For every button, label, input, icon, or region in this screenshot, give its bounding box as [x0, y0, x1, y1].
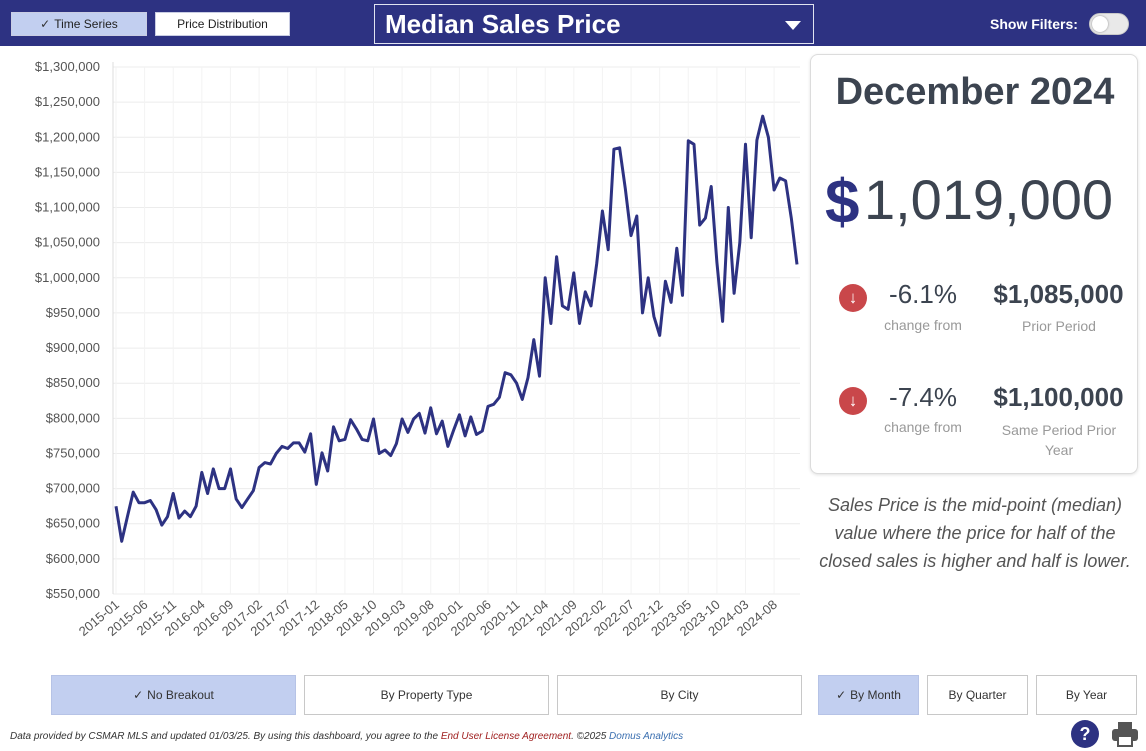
metric-dropdown-value: Median Sales Price	[385, 8, 621, 39]
prior-period-change-caption: change from	[884, 317, 962, 333]
arrow-down-icon: ↓	[839, 284, 867, 312]
by-city-label: By City	[660, 688, 699, 702]
y-tick-label: $1,100,000	[35, 200, 100, 215]
summary-value: $ 1,019,000	[825, 167, 1139, 238]
y-tick-label: $950,000	[46, 305, 100, 320]
y-tick-label: $800,000	[46, 410, 100, 425]
by-month-button[interactable]: ✓ By Month	[818, 675, 919, 715]
by-property-type-label: By Property Type	[380, 688, 473, 702]
check-icon: ✓	[836, 688, 847, 702]
print-icon[interactable]	[1110, 720, 1140, 748]
prior-year-caption: Same Period Prior Year	[1001, 422, 1117, 458]
by-year-button[interactable]: By Year	[1036, 675, 1137, 715]
metric-dropdown[interactable]: Median Sales Price	[374, 4, 814, 44]
summary-value-number: 1,019,000	[863, 168, 1114, 231]
help-icon[interactable]: ?	[1071, 720, 1099, 748]
y-tick-label: $900,000	[46, 340, 100, 355]
prior-year-row: ↓ -7.4% change from $1,100,000 Same Peri…	[811, 382, 1139, 462]
by-city-button[interactable]: By City	[557, 675, 802, 715]
y-tick-label: $1,000,000	[35, 270, 100, 285]
toggle-knob	[1092, 16, 1108, 32]
y-tick-label: $1,200,000	[35, 129, 100, 144]
y-tick-label: $1,250,000	[35, 94, 100, 109]
check-icon: ✓	[40, 17, 51, 31]
no-breakout-button[interactable]: ✓ No Breakout	[51, 675, 296, 715]
by-year-label: By Year	[1065, 688, 1108, 702]
footer-copyright: . ©2025	[571, 731, 607, 742]
arrow-down-icon: ↓	[839, 387, 867, 415]
summary-card: December 2024 $ 1,019,000 ↓ -6.1% change…	[810, 54, 1138, 474]
prior-year-change: -7.4%	[889, 382, 957, 412]
y-tick-label: $550,000	[46, 586, 100, 601]
by-property-type-button[interactable]: By Property Type	[304, 675, 549, 715]
y-tick-label: $1,300,000	[35, 59, 100, 74]
summary-period: December 2024	[835, 71, 1115, 113]
no-breakout-label: No Breakout	[147, 688, 214, 702]
eula-link[interactable]: End User License Agreement	[440, 731, 572, 742]
prior-period-row: ↓ -6.1% change from $1,085,000 Prior Per…	[811, 279, 1139, 359]
median-price-line-chart: $550,000 $600,000 $650,000 $700,000 $750,000…	[35, 59, 800, 639]
series-line-0	[114, 114, 799, 543]
y-tick-label: $850,000	[46, 375, 100, 390]
prior-year-value: $1,100,000	[993, 382, 1124, 412]
footer-disclaimer: Data provided by CSMAR MLS and updated 0…	[10, 731, 683, 742]
prior-period-change: -6.1%	[889, 279, 957, 309]
y-tick-label: $1,050,000	[35, 235, 100, 250]
y-tick-label: $600,000	[46, 551, 100, 566]
currency-symbol: $	[825, 168, 860, 237]
tab-price-distribution[interactable]: Price Distribution	[155, 12, 290, 36]
footer-text: Data provided by CSMAR MLS and updated 0…	[10, 731, 439, 742]
y-tick-label: $700,000	[46, 481, 100, 496]
prior-year-change-caption: change from	[884, 419, 962, 435]
by-month-label: By Month	[850, 688, 901, 702]
y-tick-label: $650,000	[46, 516, 100, 531]
domus-analytics-link[interactable]: Domus Analytics	[609, 731, 684, 742]
prior-period-caption: Prior Period	[1022, 318, 1096, 334]
tab-price-distribution-label: Price Distribution	[177, 17, 268, 31]
y-tick-label: $750,000	[46, 445, 100, 460]
check-icon: ✓	[133, 688, 144, 702]
caret-down-icon	[785, 21, 801, 30]
by-quarter-button[interactable]: By Quarter	[927, 675, 1028, 715]
show-filters-toggle[interactable]	[1089, 13, 1129, 35]
top-bar: ✓ Time Series Price Distribution Median …	[0, 0, 1146, 46]
tab-time-series[interactable]: ✓ Time Series	[11, 12, 147, 36]
by-quarter-label: By Quarter	[948, 688, 1007, 702]
show-filters-label: Show Filters:	[990, 16, 1078, 32]
y-tick-label: $1,150,000	[35, 164, 100, 179]
prior-period-value: $1,085,000	[993, 279, 1124, 309]
metric-description: Sales Price is the mid-point (median) va…	[819, 495, 1131, 571]
tab-time-series-label: Time Series	[54, 17, 118, 31]
